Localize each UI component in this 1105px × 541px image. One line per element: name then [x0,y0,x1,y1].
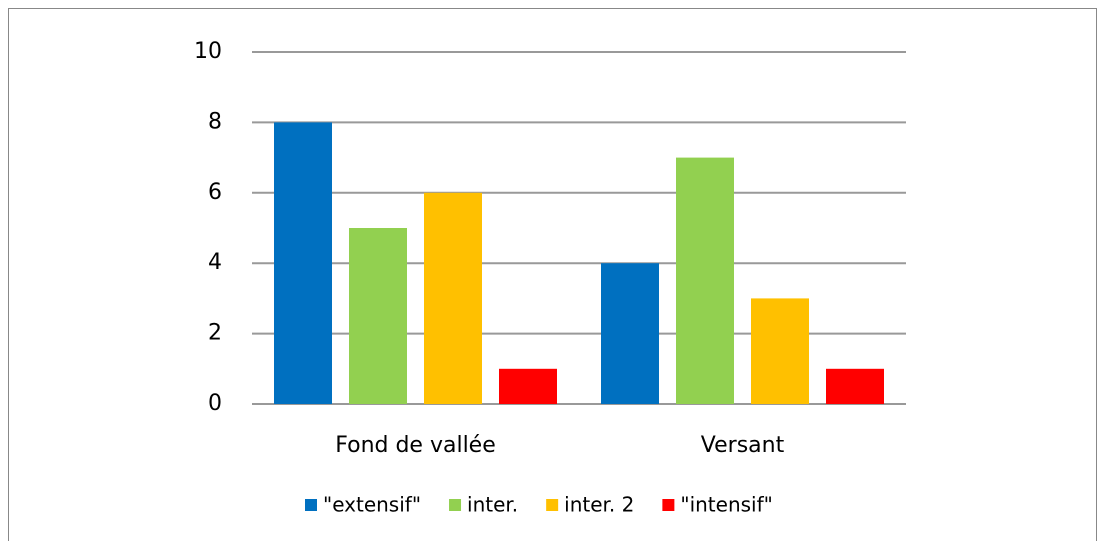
bar [601,263,659,404]
bar [499,368,557,404]
y-tick-label: 4 [208,250,222,275]
x-tick-label: Fond de vallée [335,433,496,458]
y-tick-label: 6 [208,180,222,205]
y-tick-label: 8 [208,109,222,134]
legend-label: "intensif" [680,493,772,517]
legend-swatch [662,499,675,511]
legend-label: "extensif" [323,493,421,517]
y-tick-label: 10 [194,39,222,64]
bar [676,157,734,404]
bar [751,298,809,404]
legend-label: inter. 2 [564,493,634,517]
y-tick-label: 2 [208,321,222,346]
x-tick-label: Versant [701,433,785,458]
y-tick-label: 0 [208,391,222,416]
legend-swatch [546,499,559,511]
legend-swatch [449,499,462,511]
legend-label: inter. [467,493,518,517]
bar [274,122,332,405]
bar [826,368,884,404]
chart-frame [8,8,1097,541]
bar [349,228,407,404]
bar [424,192,482,404]
legend-swatch [305,499,317,511]
